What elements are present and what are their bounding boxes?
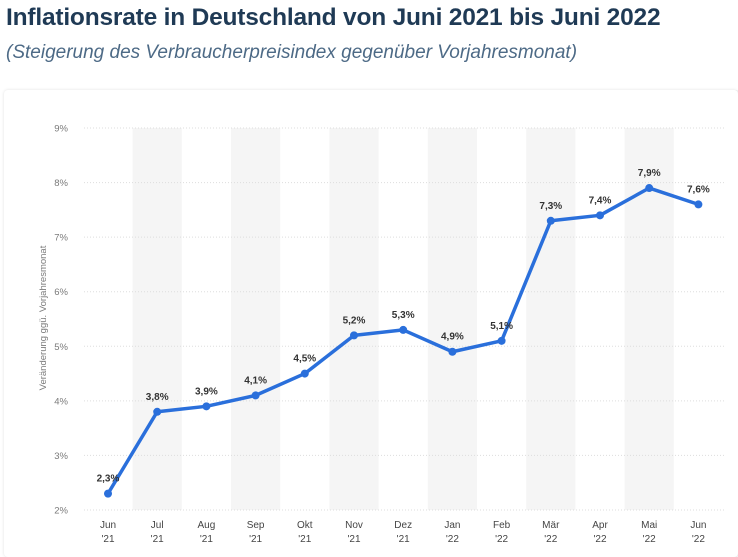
x-tick-label: Apr (592, 520, 608, 531)
x-tick-year: '22 (446, 534, 459, 545)
y-tick-label: 6% (54, 287, 68, 298)
x-tick-label: Mär (542, 520, 560, 531)
data-label: 7,9% (638, 168, 661, 179)
x-tick-year: '21 (347, 534, 360, 545)
data-point (645, 184, 654, 193)
y-tick-label: 3% (54, 451, 68, 462)
x-tick-label: Aug (198, 520, 216, 531)
x-axis-ticks: Jun '21 Jul '21 Aug '21 Sep '21 Okt '21 Nov '21 Dez '… (100, 520, 707, 545)
data-point (153, 407, 162, 416)
data-point (300, 369, 309, 378)
column-band (231, 128, 281, 510)
data-point (399, 325, 408, 334)
x-tick-year: '22 (544, 534, 557, 545)
data-points (104, 184, 703, 498)
data-point (251, 391, 260, 400)
x-tick-year: '21 (151, 534, 164, 545)
x-tick-year: '21 (249, 534, 262, 545)
y-tick-label: 2% (54, 506, 68, 517)
y-tick-label: 8% (54, 178, 68, 189)
column-band (427, 128, 477, 510)
x-tick-label: Jan (444, 520, 460, 531)
column-band (526, 128, 576, 510)
x-tick-label: Jul (151, 520, 164, 531)
data-point (546, 216, 555, 225)
y-axis-ticks: 2% 3% 4% 5% 6% 7% 8% 9% (54, 124, 68, 517)
x-tick-year: '21 (397, 534, 410, 545)
x-tick-label: Dez (394, 520, 412, 531)
y-tick-label: 5% (54, 342, 68, 353)
x-tick-year: '21 (101, 534, 114, 545)
x-tick-year: '22 (593, 534, 606, 545)
data-label: 2,3% (97, 474, 120, 485)
x-tick-year: '21 (298, 534, 311, 545)
data-point (104, 489, 112, 498)
x-tick-label: Mai (641, 520, 657, 531)
data-label: 7,3% (539, 201, 562, 212)
y-tick-label: 4% (54, 396, 68, 407)
gridlines (84, 127, 726, 511)
data-label: 4,1% (244, 375, 267, 386)
data-label: 7,4% (589, 195, 612, 206)
data-label: 3,9% (195, 386, 218, 397)
data-point (448, 347, 457, 356)
data-label: 7,6% (687, 184, 710, 195)
column-band (329, 128, 379, 510)
x-tick-label: Feb (493, 520, 511, 531)
y-axis-label: Veränderung ggü. Vorjahresmonat (38, 245, 49, 390)
x-tick-year: '22 (692, 534, 705, 545)
x-tick-year: '22 (495, 534, 508, 545)
data-label: 5,2% (343, 315, 366, 326)
data-labels: 2,3% 3,8% 3,9% 4,1% 4,5% 5,2% 5,3% 4,9% 5,1% 7,3%… (97, 168, 710, 485)
x-tick-year: '22 (643, 534, 656, 545)
column-bands (132, 128, 674, 510)
data-point (202, 402, 211, 411)
x-tick-label: Okt (297, 520, 313, 531)
data-point (350, 331, 358, 340)
x-tick-label: Nov (345, 520, 363, 531)
data-label: 5,1% (490, 321, 513, 332)
x-tick-label: Sep (247, 520, 265, 531)
x-tick-label: Jun (100, 520, 116, 531)
series-line (106, 186, 701, 496)
data-label: 4,5% (293, 354, 316, 365)
column-band (132, 128, 182, 510)
data-label: 4,9% (441, 332, 464, 343)
x-tick-year: '21 (200, 534, 213, 545)
data-label: 5,3% (392, 310, 415, 321)
chart-subtitle: (Steigerung des Verbraucherpreisindex ge… (6, 42, 578, 63)
data-label: 3,8% (146, 392, 169, 403)
data-point (694, 200, 703, 209)
y-tick-label: 7% (54, 233, 68, 244)
data-point (497, 336, 506, 345)
y-tick-label: 9% (54, 124, 68, 135)
x-tick-label: Jun (690, 520, 706, 531)
data-point (596, 211, 604, 220)
chart-title: Inflationsrate in Deutschland von Juni 2… (6, 4, 661, 31)
